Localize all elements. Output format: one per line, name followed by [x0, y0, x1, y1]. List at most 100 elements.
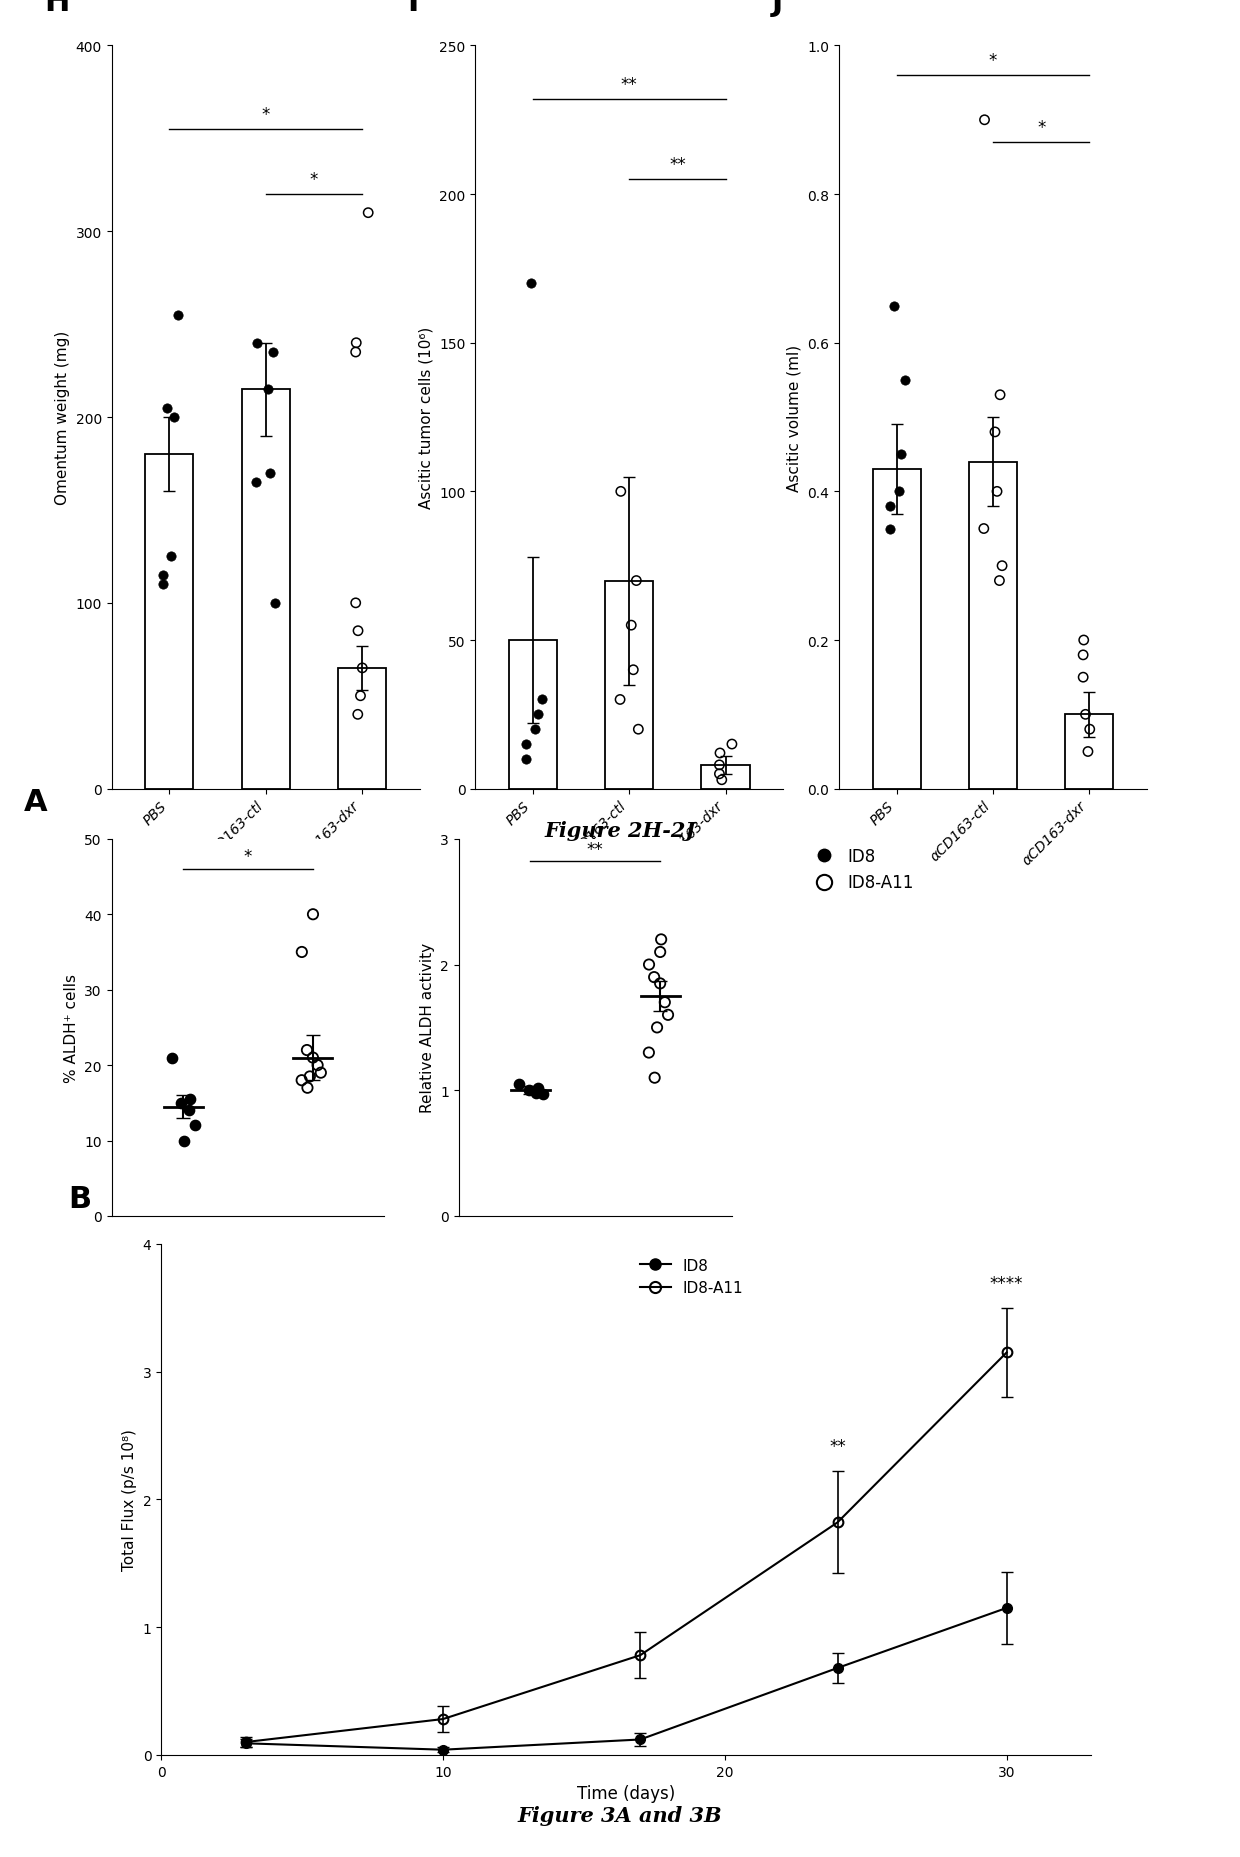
Text: **: **	[670, 156, 686, 175]
Point	[517, 745, 537, 774]
Point	[712, 765, 732, 795]
Bar	[145, 455, 193, 789]
Point	[527, 1073, 547, 1103]
Point	[161, 542, 181, 572]
Point	[180, 1084, 200, 1114]
Point	[629, 715, 649, 745]
Text: Figure 2H-2J: Figure 2H-2J	[544, 821, 696, 841]
Y-axis label: Ascitic tumor cells (10⁶): Ascitic tumor cells (10⁶)	[419, 327, 434, 509]
Point	[645, 962, 665, 992]
Bar	[1065, 715, 1114, 789]
Point	[259, 459, 279, 488]
Text: **: **	[587, 839, 604, 858]
Point	[510, 1070, 529, 1099]
Point	[711, 739, 730, 769]
Point	[532, 685, 552, 715]
Y-axis label: % ALDH⁺ cells: % ALDH⁺ cells	[63, 973, 78, 1083]
Point	[880, 492, 900, 522]
Point	[626, 566, 646, 596]
Point	[624, 656, 644, 685]
Point	[311, 1058, 331, 1088]
Point	[722, 730, 742, 760]
Point	[174, 1125, 193, 1155]
Point	[517, 730, 537, 760]
Point	[621, 611, 641, 641]
Point	[895, 366, 915, 396]
Point	[647, 1012, 667, 1042]
Point	[533, 1079, 553, 1109]
Point	[291, 1066, 311, 1096]
Point	[990, 566, 1009, 596]
Point	[247, 329, 267, 358]
Point	[525, 715, 544, 745]
Point	[346, 338, 366, 368]
Point	[300, 1062, 320, 1092]
Point	[975, 106, 994, 136]
Point	[346, 329, 366, 358]
Point	[348, 700, 368, 730]
Text: ****: ****	[990, 1274, 1023, 1292]
Y-axis label: Total Flux (p/s 10⁸): Total Flux (p/s 10⁸)	[122, 1428, 138, 1571]
Point	[303, 1044, 322, 1073]
Point	[263, 338, 283, 368]
Point	[892, 440, 911, 470]
Point	[346, 589, 366, 618]
Point	[992, 552, 1012, 581]
Text: *: *	[1037, 119, 1045, 137]
Text: I: I	[408, 0, 419, 17]
Point	[1074, 626, 1094, 656]
Point	[985, 418, 1004, 448]
Point	[298, 1073, 317, 1103]
Y-axis label: Relative ALDH activity: Relative ALDH activity	[419, 943, 435, 1112]
Point	[186, 1110, 206, 1140]
Point	[169, 301, 188, 331]
X-axis label: Time (days): Time (days)	[577, 1785, 676, 1801]
Point	[298, 1036, 317, 1066]
Point	[650, 969, 670, 999]
Point	[610, 685, 630, 715]
Point	[527, 700, 547, 730]
Point	[164, 403, 184, 433]
Point	[258, 375, 278, 405]
Point	[709, 760, 729, 789]
Bar	[605, 581, 653, 789]
Point	[153, 561, 172, 591]
Point	[973, 514, 993, 544]
Bar	[873, 470, 921, 789]
Text: *: *	[988, 52, 997, 71]
Point	[264, 589, 284, 618]
Text: *: *	[310, 171, 317, 189]
Point	[179, 1096, 198, 1125]
Point	[358, 199, 378, 228]
Point	[889, 477, 909, 507]
Point	[526, 1079, 546, 1109]
Bar	[702, 765, 750, 789]
Bar	[508, 641, 557, 789]
Text: B: B	[68, 1185, 92, 1214]
Text: *: *	[244, 849, 252, 865]
Point	[171, 1088, 191, 1118]
Y-axis label: Omentum weight (mg): Omentum weight (mg)	[55, 331, 69, 505]
Bar	[968, 462, 1017, 789]
Legend: ID8, ID8-A11: ID8, ID8-A11	[815, 847, 914, 891]
Text: A: A	[25, 787, 48, 817]
Point	[308, 1051, 327, 1081]
Y-axis label: Ascitic volume (ml): Ascitic volume (ml)	[787, 344, 802, 492]
Point	[651, 925, 671, 954]
Point	[521, 269, 541, 299]
Point	[880, 514, 900, 544]
Point	[303, 901, 322, 930]
Point	[709, 750, 729, 780]
Text: **: **	[830, 1437, 846, 1454]
Point	[645, 1064, 665, 1094]
Point	[611, 477, 631, 507]
Point	[658, 1001, 678, 1031]
Point	[639, 1038, 658, 1068]
Text: Figure 3A and 3B: Figure 3A and 3B	[517, 1805, 723, 1825]
Point	[291, 938, 311, 967]
Point	[1078, 737, 1097, 767]
Point	[247, 468, 267, 498]
Point	[655, 988, 675, 1018]
Point	[1075, 700, 1095, 730]
Point	[1073, 641, 1092, 670]
